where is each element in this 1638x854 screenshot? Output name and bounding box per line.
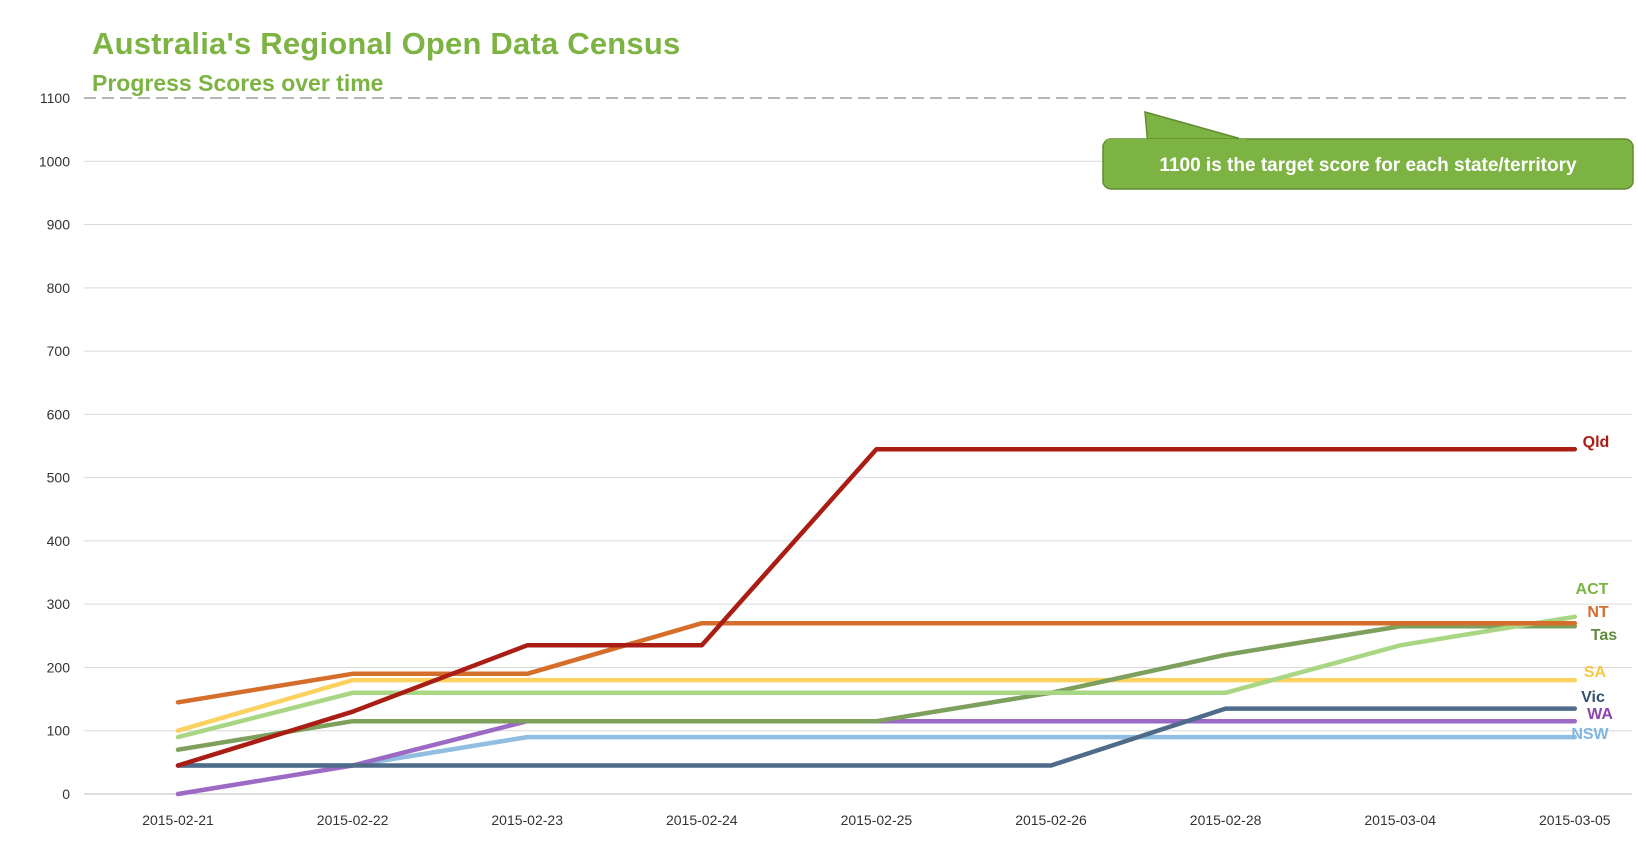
series-label-wa: WA (1587, 706, 1613, 723)
x-tick-label: 2015-02-28 (1190, 812, 1262, 828)
x-tick-label: 2015-02-23 (491, 812, 563, 828)
series-label-act: ACT (1576, 581, 1609, 598)
y-tick-label: 200 (47, 659, 71, 675)
x-tick-label: 2015-03-05 (1539, 812, 1611, 828)
y-axis-ticks: 0 100 200 300 400 500 600 700 800 900 1000 1100 (39, 90, 70, 802)
x-tick-label: 2015-02-22 (317, 812, 389, 828)
series-line-sa (175, 677, 1578, 733)
y-tick-label: 700 (47, 343, 71, 359)
series-line-vic (175, 706, 1578, 768)
series-label-nt: NT (1587, 604, 1609, 621)
y-tick-label: 1100 (40, 90, 70, 106)
x-tick-label: 2015-03-04 (1364, 812, 1436, 828)
series-line-nt (175, 620, 1578, 705)
callout-box (1102, 138, 1634, 190)
target-callout: 1100 is the target score for each state/… (1102, 110, 1634, 190)
y-tick-label: 300 (47, 596, 71, 612)
y-tick-label: 0 (62, 786, 70, 802)
callout-text: 1100 is the target score for each state/… (1159, 155, 1577, 176)
series-line-nsw (175, 734, 1578, 768)
x-tick-label: 2015-02-26 (1015, 812, 1087, 828)
y-tick-label: 900 (47, 217, 71, 233)
y-tick-label: 800 (47, 280, 71, 296)
gridlines (84, 160, 1632, 795)
series-line-wa (175, 718, 1578, 797)
y-tick-label: 100 (47, 723, 71, 739)
y-tick-label: 1000 (39, 153, 70, 169)
series-lines (175, 446, 1578, 797)
y-tick-label: 600 (47, 406, 71, 422)
y-tick-label: 500 (47, 470, 71, 486)
x-tick-label: 2015-02-21 (142, 812, 214, 828)
x-axis-ticks: 2015-02-21 2015-02-22 2015-02-23 2015-02-24… (142, 812, 1611, 828)
chart-title: Australia's Regional Open Data Census (92, 26, 681, 61)
series-label-tas: Tas (1591, 627, 1617, 644)
series-label-vic: Vic (1581, 689, 1605, 706)
series-label-qld: Qld (1583, 434, 1610, 451)
y-tick-label: 400 (47, 533, 71, 549)
series-line-tas (175, 624, 1578, 752)
series-line-qld (175, 446, 1578, 768)
x-tick-label: 2015-02-25 (841, 812, 913, 828)
x-tick-label: 2015-02-24 (666, 812, 738, 828)
series-label-sa: SA (1584, 664, 1607, 681)
series-line-act (175, 614, 1578, 740)
series-label-nsw: NSW (1571, 726, 1609, 743)
chart-subtitle: Progress Scores over time (92, 70, 384, 96)
